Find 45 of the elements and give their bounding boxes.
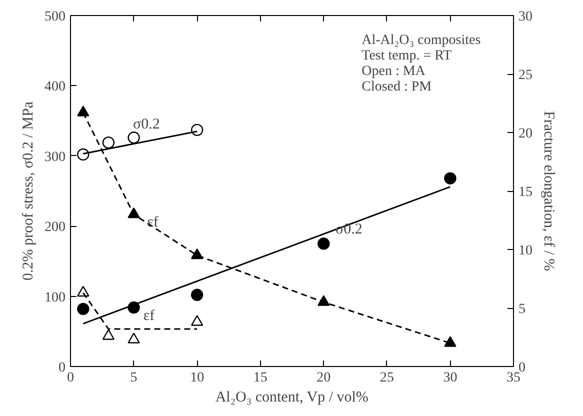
annotation: σ0.2 [336,222,362,238]
x-tick-label: 35 [506,370,520,386]
y-tick-label: 200 [44,220,66,236]
y-tick-label: 300 [44,150,66,165]
point [77,302,90,316]
point [128,332,140,344]
annotation: Open : MA [362,64,426,79]
annotation: εf [147,214,158,231]
x-tick-label: 10 [190,370,204,386]
annotation: σ0.2 [133,116,160,132]
point [190,315,204,326]
x-axis-title: Al₂O₃ content, Vp / vol% [215,390,368,406]
point [190,288,204,301]
point [318,238,330,250]
point [190,124,204,136]
point [102,329,115,340]
y2-tick-label: 5 [518,302,526,317]
point [77,148,90,161]
annotation: Closed : PM [362,79,432,94]
y2-tick-label: 15 [518,185,532,200]
y2-axis-title: Fracture elongation, εf / % [540,111,556,271]
y-tick-label: 400 [44,80,66,95]
x-tick-label: 5 [130,370,138,386]
annotation: εf [143,308,155,324]
x-tick-label: 30 [443,370,458,386]
point [102,136,115,149]
point [444,172,456,184]
y2-tick-label: 30 [518,10,532,24]
point [77,106,90,116]
point [318,295,330,306]
y-tick-label: 500 [44,10,66,24]
y2-tick-label: 20 [518,126,532,142]
y2-tick-label: 25 [518,68,532,83]
annotation: Test temp. = RT [362,48,452,64]
y2-tick-label: 0 [518,360,526,376]
y-tick-label: 0 [58,360,66,376]
point [128,132,140,144]
y2-tick-label: 10 [518,244,532,258]
x-tick-label: 15 [253,370,268,386]
annotation: Al-Al₂O₃ composites [362,33,481,48]
y-axis-title: 0.2% proof stress, σ0.2 / MPa [20,101,36,280]
point [444,336,456,347]
y-tick-label: 100 [44,290,66,306]
x-tick-label: 25 [380,370,394,386]
x-tick-label: 20 [316,370,331,386]
